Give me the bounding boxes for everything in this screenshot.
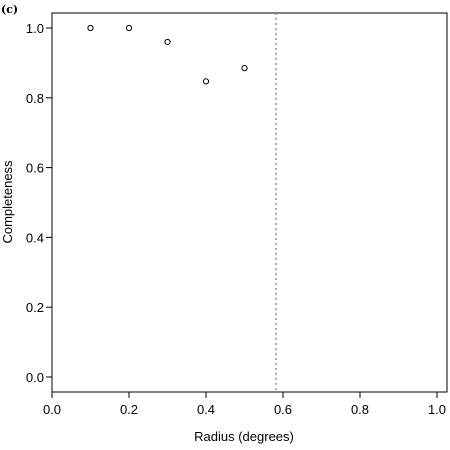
- data-point: [125, 24, 133, 32]
- y-tick-label: 0.0: [26, 370, 44, 385]
- data-point: [241, 65, 248, 72]
- y-tick-label: 0.8: [26, 91, 44, 106]
- x-tick-label: 0.8: [351, 402, 369, 417]
- data-point: [202, 78, 210, 85]
- y-axis: 0.0 0.2 0.4 0.6 0.8 1.0: [26, 21, 52, 385]
- x-tick-label: 0.4: [197, 402, 215, 417]
- y-tick-label: 0.6: [26, 161, 44, 176]
- x-tick-label: 1.0: [428, 402, 446, 417]
- y-tick-label: 1.0: [26, 21, 44, 36]
- x-axis: 0.0 0.2 0.4 0.6 0.8 1.0: [43, 392, 446, 417]
- x-tick-label: 0.6: [274, 402, 292, 417]
- data-point: [164, 38, 171, 46]
- y-tick-label: 0.4: [26, 230, 44, 245]
- x-tick-label: 0.0: [43, 402, 61, 417]
- y-axis-label: Completeness: [0, 160, 15, 244]
- x-axis-label: Radius (degrees): [194, 429, 294, 444]
- panel-label: (c): [1, 3, 18, 16]
- plot-frame: [51, 12, 448, 393]
- x-tick-label: 0.2: [120, 402, 138, 417]
- data-point: [87, 24, 94, 32]
- data-points: [87, 24, 248, 85]
- y-tick-label: 0.2: [26, 300, 44, 315]
